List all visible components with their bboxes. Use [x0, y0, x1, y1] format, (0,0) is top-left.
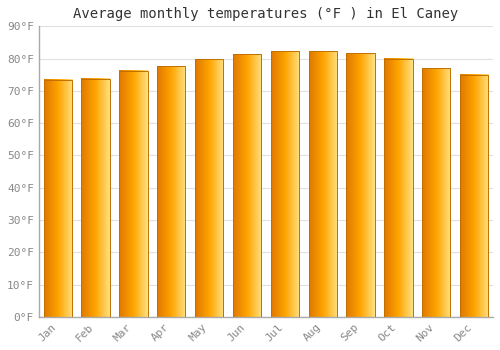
- Bar: [157, 66, 186, 317]
- Bar: [346, 53, 375, 317]
- Bar: [82, 78, 110, 317]
- Bar: [308, 51, 337, 317]
- Bar: [44, 79, 72, 317]
- Bar: [119, 70, 148, 317]
- Bar: [195, 59, 224, 317]
- Bar: [270, 51, 299, 317]
- Bar: [422, 68, 450, 317]
- Bar: [233, 54, 261, 317]
- Title: Average monthly temperatures (°F ) in El Caney: Average monthly temperatures (°F ) in El…: [74, 7, 458, 21]
- Bar: [384, 58, 412, 317]
- Bar: [460, 75, 488, 317]
